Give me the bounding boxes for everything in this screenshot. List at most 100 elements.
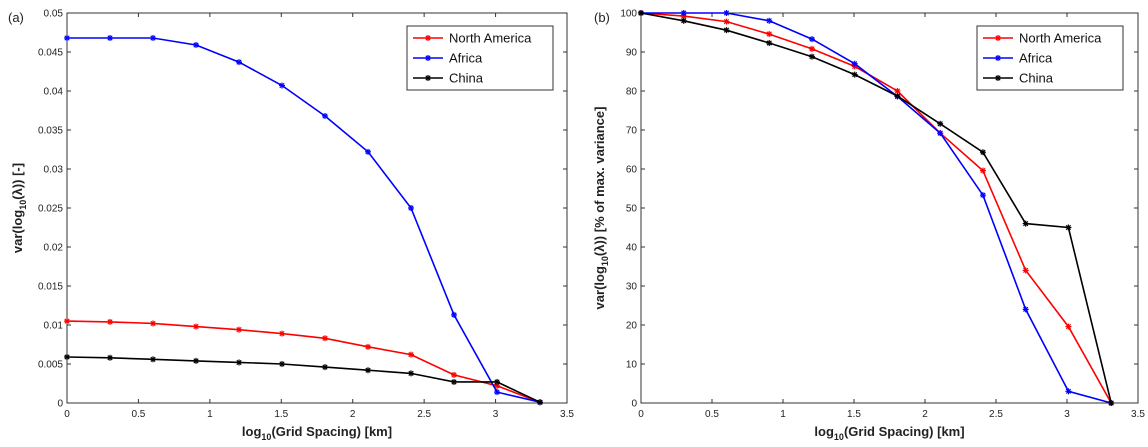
- data-point-north-america: [193, 323, 199, 330]
- x-tick-label: 2.5: [417, 409, 431, 420]
- marker-stroke: [107, 35, 113, 41]
- data-point-north-america: [808, 45, 815, 52]
- marker-stroke: [107, 319, 113, 325]
- marker-stroke: [451, 372, 457, 378]
- data-point-north-america: [979, 167, 986, 174]
- y-axis-label: var(log10(λ)) [% of max. variance]: [592, 107, 610, 310]
- y-tick-label: 0.005: [38, 360, 63, 371]
- data-point-africa: [236, 59, 242, 66]
- marker-stroke: [64, 318, 70, 324]
- y-axis-label-part: (λ)) [% of max. variance]: [592, 107, 607, 257]
- data-point-china: [979, 149, 986, 156]
- data-point-china: [107, 354, 113, 361]
- y-tick-label: 40: [626, 243, 638, 254]
- marker-stroke: [809, 54, 815, 60]
- y-tick-label: 0: [57, 399, 63, 410]
- series-line-north-america: [66, 320, 541, 403]
- data-point-north-america: [322, 335, 328, 342]
- data-point-africa: [808, 36, 815, 43]
- marker-stroke: [723, 27, 730, 33]
- data-point-china: [236, 359, 242, 366]
- panel-label: (b): [594, 10, 610, 25]
- x-tick-label: 0.5: [705, 409, 719, 420]
- data-point-china: [193, 357, 199, 364]
- legend-marker: [425, 75, 431, 81]
- marker-stroke: [150, 320, 156, 327]
- data-point-china: [365, 367, 371, 374]
- data-point-china: [723, 27, 730, 34]
- data-point-north-america: [236, 326, 242, 333]
- marker-stroke: [64, 354, 70, 360]
- legend-label: China: [449, 71, 484, 86]
- data-point-china: [408, 370, 414, 377]
- legend-label: North America: [449, 31, 532, 46]
- x-tick-label: 2.5: [989, 409, 1003, 420]
- marker-stroke: [494, 389, 500, 395]
- legend-label: China: [1019, 71, 1054, 86]
- data-point-africa: [723, 10, 730, 16]
- x-axis-label-sub: 10: [834, 432, 844, 442]
- data-point-africa: [193, 41, 199, 48]
- marker-stroke: [1065, 224, 1072, 231]
- series-line-china: [66, 356, 541, 403]
- marker-stroke: [852, 71, 858, 78]
- data-point-north-america: [1065, 323, 1072, 330]
- data-point-china: [894, 93, 901, 100]
- data-point-north-america: [1022, 267, 1029, 274]
- chart-panel-b: 0 0.5 1 1.5 2 2.5 3 3.5 0 10 20 30 40 50 60 70 80 90 100 (b…: [592, 9, 1145, 443]
- y-tick-label: 50: [626, 204, 638, 215]
- marker-stroke: [451, 379, 457, 385]
- marker-stroke: [537, 399, 543, 405]
- y-axis-label-sub: 10: [18, 200, 28, 210]
- data-point-africa: [1065, 388, 1072, 395]
- marker-stroke: [408, 352, 414, 358]
- y-axis-label-part: (λ)) [-]: [10, 163, 25, 200]
- y-tick-label: 60: [626, 165, 638, 176]
- y-tick-label: 70: [626, 126, 638, 137]
- y-axis-label-part: var(log: [592, 266, 607, 309]
- marker-stroke: [408, 370, 414, 376]
- x-tick-label: 3: [1064, 409, 1070, 420]
- data-point-china: [851, 71, 858, 78]
- data-point-north-america: [451, 371, 457, 378]
- marker-stroke: [365, 344, 371, 350]
- data-point-north-america: [107, 318, 113, 325]
- x-axis-label: log10(Grid Spacing) [km]: [814, 424, 964, 442]
- marker-stroke: [809, 46, 815, 52]
- data-point-africa: [408, 205, 414, 211]
- data-point-north-america: [408, 351, 414, 358]
- data-point-china: [1022, 220, 1029, 227]
- marker-stroke: [638, 10, 644, 16]
- y-tick-label: 0: [631, 399, 637, 410]
- marker-stroke: [1065, 388, 1072, 394]
- marker-stroke: [937, 121, 943, 127]
- y-tick-label: 0.02: [44, 243, 64, 254]
- data-point-africa: [1022, 306, 1029, 313]
- x-axis-label-part: log: [242, 424, 262, 439]
- y-tick-label: 80: [626, 87, 638, 98]
- y-tick-label: 0.04: [44, 87, 64, 98]
- marker-stroke: [322, 335, 328, 341]
- data-point-north-america: [150, 320, 156, 327]
- data-point-africa: [451, 311, 457, 318]
- marker-stroke: [279, 330, 285, 337]
- legend-label: Africa: [449, 51, 483, 66]
- data-point-north-america: [766, 31, 773, 38]
- y-tick-label: 100: [620, 9, 637, 20]
- data-point-africa: [64, 34, 70, 41]
- chart-panel-a: 0 0.5 1 1.5 2 2.5 3 3.5 0 0.005 0.01 0.015 0.02 0.025…: [8, 9, 574, 443]
- marker-stroke: [150, 35, 156, 41]
- legend-marker: [995, 75, 1001, 81]
- x-tick-label: 1.5: [847, 409, 861, 420]
- marker-stroke: [107, 355, 113, 361]
- marker-stroke: [322, 113, 328, 119]
- x-tick-label: 3.5: [560, 409, 574, 420]
- x-tick-label: 1.5: [274, 409, 288, 420]
- marker-stroke: [723, 10, 730, 16]
- marker-stroke: [980, 149, 986, 155]
- data-point-africa: [322, 112, 328, 119]
- y-axis-label-part: var(log: [10, 210, 25, 253]
- data-point-china: [494, 378, 500, 385]
- data-point-africa: [937, 130, 944, 137]
